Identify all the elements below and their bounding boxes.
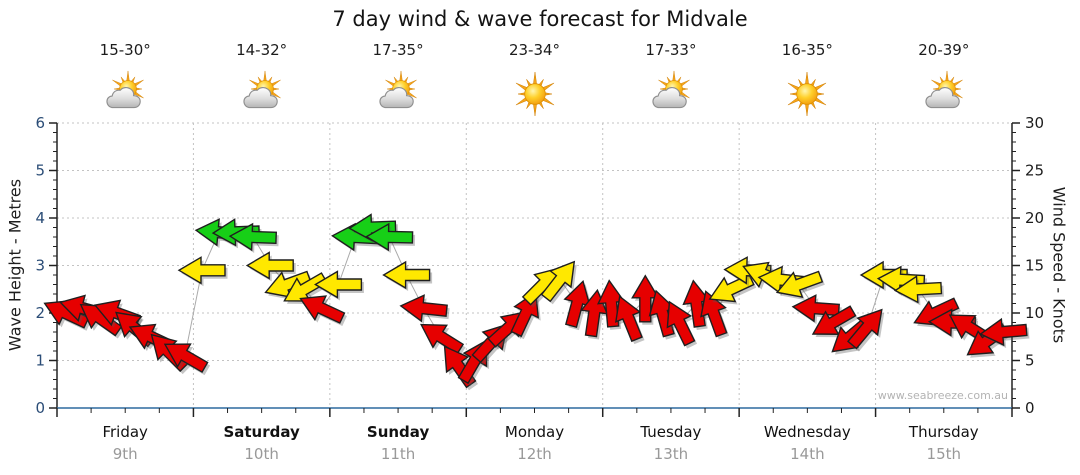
wind-arrow [299,295,346,324]
sun-rays [788,71,827,117]
day-name-label: Tuesday [639,423,701,441]
wind-arrow [163,343,209,374]
wind-arrow [245,251,294,280]
wind-arrow [540,260,576,303]
y-right-tick-label: 5 [1025,352,1035,370]
day-column-thursday: 20-39° [884,41,1004,118]
sun-disc [523,83,546,105]
wind-arrow [563,279,591,328]
partly-cloudy-icon [243,70,281,109]
wind-arrow [631,274,660,323]
watermark: www.seabreeze.com.au [878,389,1008,402]
day-column-monday: 23-34° [475,41,595,118]
wind-arrow [791,294,840,323]
wind-arrow [399,294,448,323]
partly-cloudy-icon [925,70,963,109]
partly-cloudy-icon [379,70,417,109]
sun-rays [515,71,554,117]
y-left-tick-label: 2 [35,304,45,322]
wind-arrow [264,270,312,298]
day-column-tuesday: 17-33° [611,41,731,118]
day-date-label: 12th [517,445,551,463]
sunny-icon [515,71,554,117]
wind-arrow [382,260,431,290]
partly-cloudy-icon [652,70,690,109]
partly-cloudy-icon [106,70,144,109]
wind-arrow [177,256,226,285]
day-column-saturday: 14-32° [202,41,322,118]
day-column-friday: 15-30° [65,41,185,118]
cloud [652,87,687,109]
wind-arrow [79,303,123,337]
wind-arrow [811,305,857,335]
wind-arrow [314,270,363,299]
temp-range: 17-33° [645,41,697,59]
y-left-tick-label: 0 [35,399,45,417]
day-date-label: 13th [654,445,688,463]
day-date-label: 11th [381,445,415,463]
day-name-label: Monday [505,423,564,441]
cloud [925,87,960,109]
temp-range: 15-30° [99,41,151,59]
wind-arrow [365,222,414,252]
wind-arrow [876,265,926,294]
day-date-label: 10th [244,445,278,463]
y-right-tick-label: 20 [1025,209,1044,227]
wind-arrow [847,308,883,350]
day-date-label: 9th [113,445,138,463]
temp-range: 23-34° [508,41,561,59]
day-date-label: 14th [790,445,824,463]
wind-arrow [614,295,643,343]
y-right-tick-label: 25 [1025,162,1044,180]
day-name-label: Wednesday [764,423,851,441]
y-left-tick-label: 5 [35,162,45,180]
y-right-tick-label: 10 [1025,304,1044,322]
day-column-wednesday: 16-35° [747,41,867,118]
y-left-tick-label: 1 [35,352,45,370]
day-name-label: Friday [102,423,148,441]
temp-range: 20-39° [918,41,970,59]
temp-range: 14-32° [236,41,288,59]
cloud [379,87,414,109]
y-right-tick-label: 30 [1025,114,1044,132]
sunny-icon [788,71,827,117]
day-column-sunday: 17-35° [338,41,458,118]
day-name-label: Saturday [223,423,300,441]
wind-arrow [666,300,696,347]
wind-arrow [893,275,943,304]
day-date-label: 15th [927,445,961,463]
y-left-tick-label: 6 [35,114,45,132]
y-left-tick-label: 3 [35,257,45,275]
y-left-tick-label: 4 [35,209,45,227]
cloud [243,87,278,109]
temp-range: 16-35° [781,41,833,59]
wind-arrow [283,272,328,302]
y-right-tick-label: 0 [1025,399,1035,417]
day-name-label: Sunday [367,423,430,441]
cloud [106,87,141,109]
wind-arrow [228,222,278,252]
sun-disc [796,83,819,105]
wind-arrow [775,270,824,298]
temp-range: 17-35° [372,41,424,59]
wind-arrow [420,323,465,355]
day-name-label: Thursday [908,423,979,441]
page-title: 7 day wind & wave forecast for Midvale [332,7,748,31]
y-right-tick-label: 15 [1025,257,1044,275]
wind-arrow [979,317,1028,347]
